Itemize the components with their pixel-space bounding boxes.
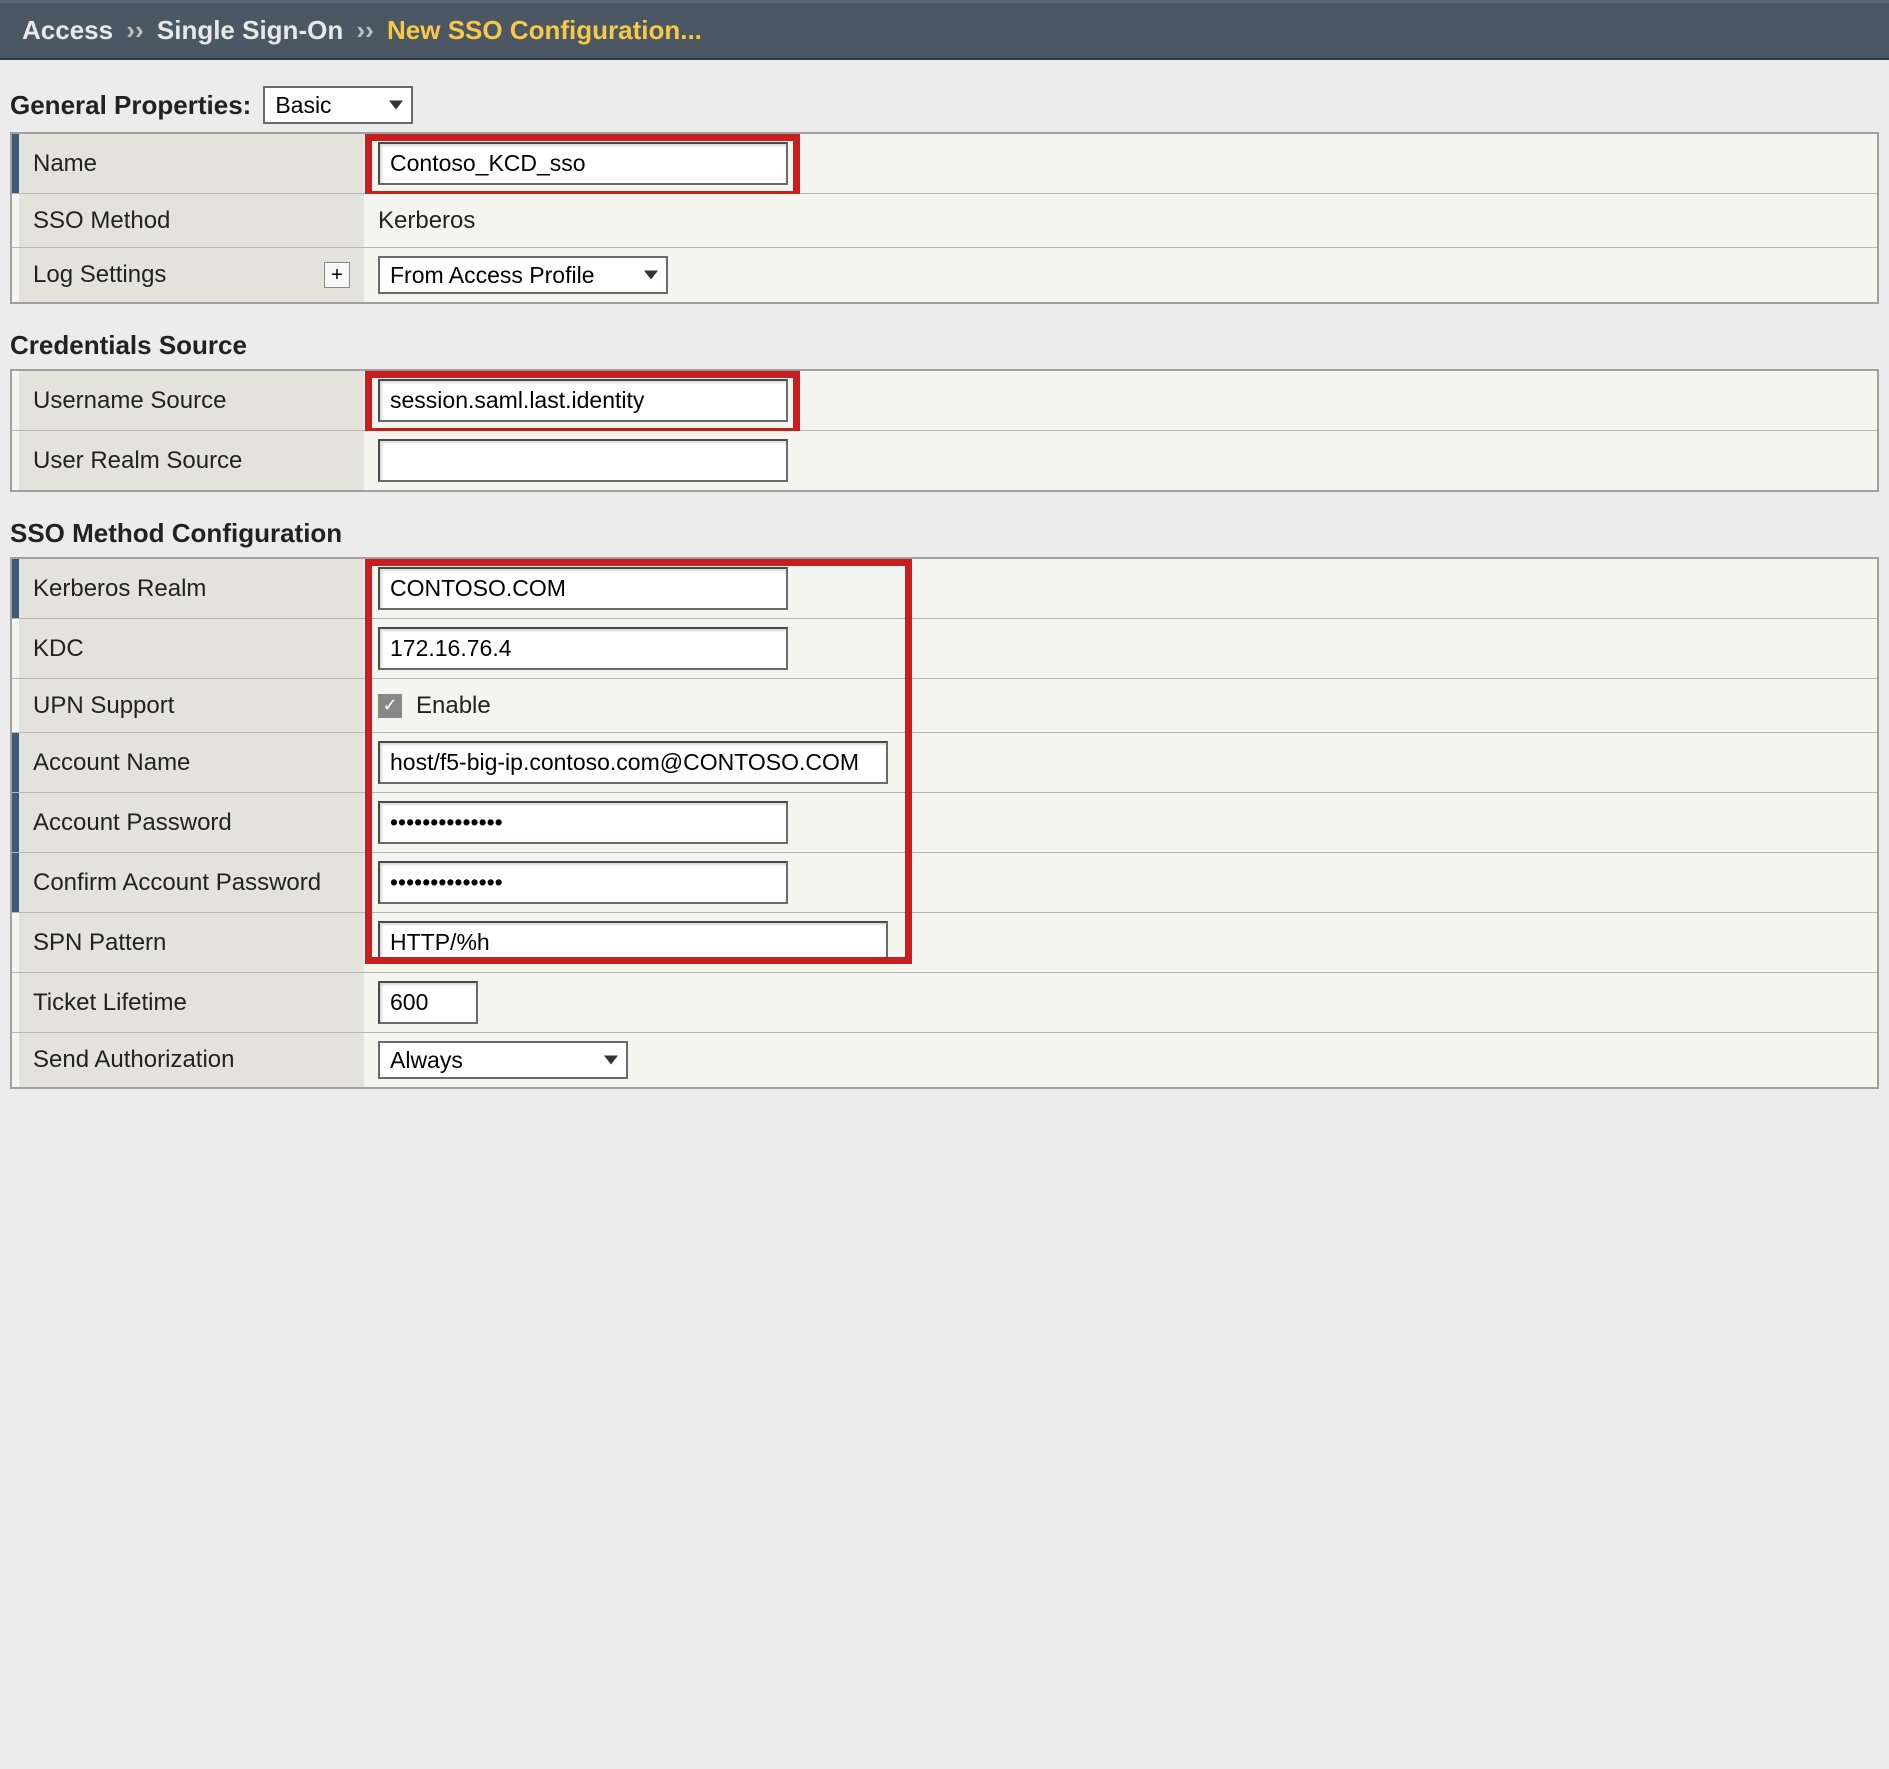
label-ticket-lifetime: Ticket Lifetime — [19, 973, 364, 1032]
general-properties-table: Name SSO Method Kerberos Log Settings + … — [10, 132, 1879, 304]
row-sso-method: SSO Method Kerberos — [12, 193, 1877, 247]
breadcrumb-part1[interactable]: Access — [22, 15, 113, 45]
row-username-source: Username Source — [12, 371, 1877, 430]
label-confirm-account-password: Confirm Account Password — [19, 853, 364, 912]
label-sso-method: SSO Method — [19, 194, 364, 247]
required-indicator — [12, 853, 19, 912]
sso-method-config-table: Kerberos Realm KDC UPN Support ✓ Enable … — [10, 557, 1879, 1089]
required-indicator — [12, 559, 19, 618]
label-log-settings: Log Settings + — [19, 248, 364, 302]
label-account-password: Account Password — [19, 793, 364, 852]
row-spn-pattern: SPN Pattern — [12, 912, 1877, 972]
label-kdc: KDC — [19, 619, 364, 678]
breadcrumb-part2[interactable]: Single Sign-On — [157, 15, 343, 45]
ticket-lifetime-input[interactable] — [378, 981, 478, 1024]
breadcrumb-current: New SSO Configuration... — [387, 15, 702, 45]
kerberos-realm-input[interactable] — [378, 567, 788, 610]
label-user-realm-source: User Realm Source — [19, 431, 364, 490]
row-log-settings: Log Settings + From Access Profile — [12, 247, 1877, 302]
name-input[interactable] — [378, 142, 788, 185]
log-settings-select-wrap[interactable]: From Access Profile — [378, 256, 668, 294]
credentials-source-title: Credentials Source — [10, 330, 247, 361]
send-authorization-select-wrap[interactable]: Always — [378, 1041, 628, 1079]
sso-method-value: Kerberos — [364, 194, 1877, 247]
account-name-input[interactable] — [378, 741, 888, 784]
row-kerberos-realm: Kerberos Realm — [12, 559, 1877, 618]
account-password-input[interactable] — [378, 801, 788, 844]
add-log-setting-button[interactable]: + — [324, 262, 350, 288]
credentials-source-table: Username Source User Realm Source — [10, 369, 1879, 492]
log-settings-select[interactable]: From Access Profile — [378, 256, 668, 294]
general-properties-header: General Properties: Basic — [0, 60, 1889, 132]
row-confirm-account-password: Confirm Account Password — [12, 852, 1877, 912]
row-kdc: KDC — [12, 618, 1877, 678]
upn-support-checkbox[interactable]: ✓ — [378, 694, 402, 718]
label-send-authorization: Send Authorization — [19, 1033, 364, 1087]
kdc-input[interactable] — [378, 627, 788, 670]
label-spn-pattern: SPN Pattern — [19, 913, 364, 972]
label-username-source: Username Source — [19, 371, 364, 430]
breadcrumb-sep-icon: ›› — [120, 15, 149, 45]
view-mode-select[interactable]: Basic — [263, 86, 413, 124]
label-account-name: Account Name — [19, 733, 364, 792]
upn-support-enable-label: Enable — [416, 692, 491, 720]
row-name: Name — [12, 134, 1877, 193]
row-ticket-lifetime: Ticket Lifetime — [12, 972, 1877, 1032]
send-authorization-select[interactable]: Always — [378, 1041, 628, 1079]
row-user-realm-source: User Realm Source — [12, 430, 1877, 490]
breadcrumb-sep-icon: ›› — [350, 15, 379, 45]
credentials-source-header: Credentials Source — [0, 304, 1889, 369]
label-upn-support: UPN Support — [19, 679, 364, 732]
view-mode-select-wrap[interactable]: Basic — [263, 86, 413, 124]
row-send-authorization: Send Authorization Always — [12, 1032, 1877, 1087]
row-account-password: Account Password — [12, 792, 1877, 852]
sso-method-config-title: SSO Method Configuration — [10, 518, 342, 549]
spn-pattern-input[interactable] — [378, 921, 888, 964]
required-indicator — [12, 793, 19, 852]
label-kerberos-realm: Kerberos Realm — [19, 559, 364, 618]
row-upn-support: UPN Support ✓ Enable — [12, 678, 1877, 732]
user-realm-source-input[interactable] — [378, 439, 788, 482]
username-source-input[interactable] — [378, 379, 788, 422]
confirm-account-password-input[interactable] — [378, 861, 788, 904]
general-properties-title: General Properties: — [10, 90, 251, 121]
breadcrumb: Access ›› Single Sign-On ›› New SSO Conf… — [0, 0, 1889, 60]
required-indicator — [12, 134, 19, 193]
sso-method-config-header: SSO Method Configuration — [0, 492, 1889, 557]
label-name: Name — [19, 134, 364, 193]
row-account-name: Account Name — [12, 732, 1877, 792]
required-indicator — [12, 733, 19, 792]
